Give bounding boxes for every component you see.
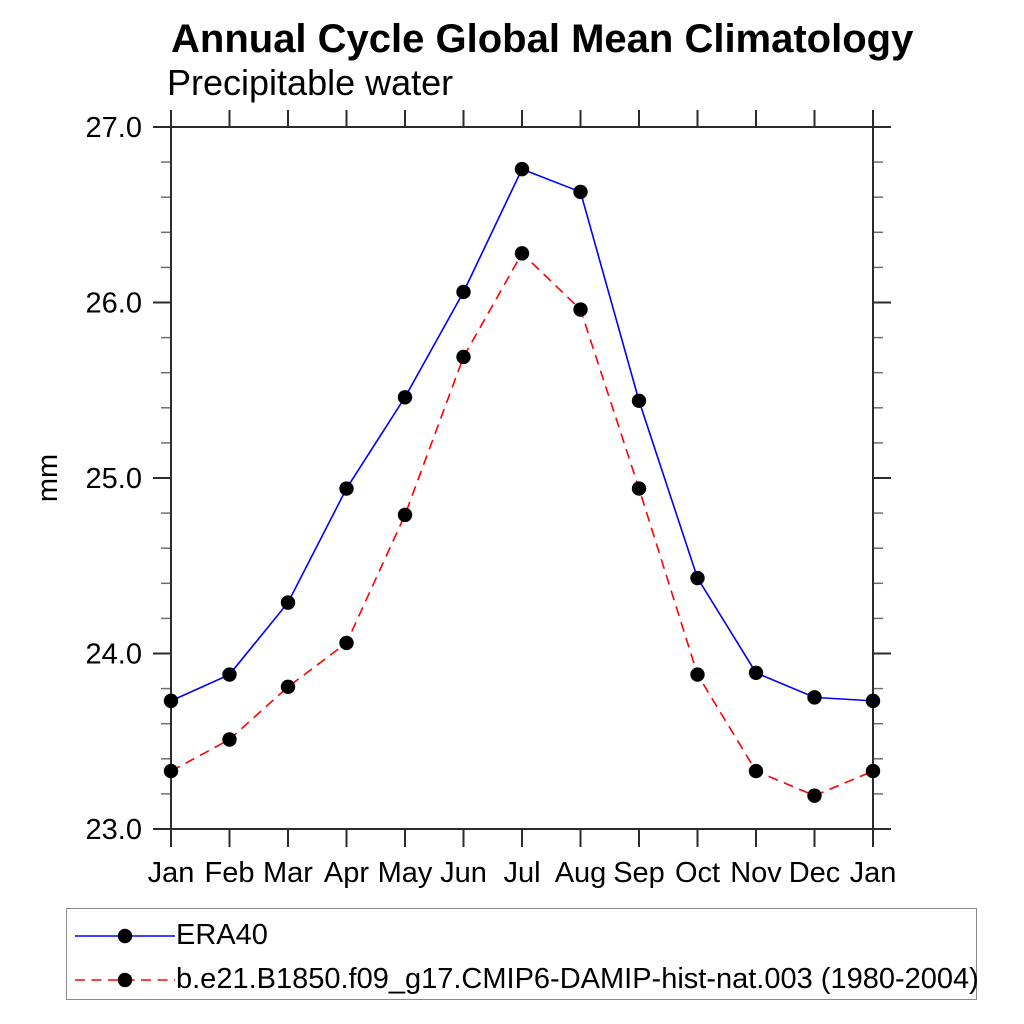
data-point-s0-4 [397, 390, 413, 405]
data-point-s0-10 [748, 665, 764, 681]
x-tick-label: Aug [555, 857, 607, 889]
x-tick-label: Jan [850, 857, 897, 889]
data-point-s0-2 [280, 595, 296, 610]
data-point-s1-10 [748, 763, 764, 779]
x-tick-label: Apr [324, 857, 369, 889]
legend-solid-line-sample [75, 928, 175, 944]
plot-frame [170, 126, 874, 830]
legend-marker-dot [117, 928, 133, 944]
x-tick-label: May [378, 857, 433, 889]
legend: ERA40 b.e21.B1850.f09_g17.CMIP6-DAMIP-hi… [66, 908, 979, 1000]
data-point-s1-0 [163, 763, 179, 779]
data-point-s1-4 [397, 507, 413, 523]
data-point-s0-9 [690, 570, 705, 586]
legend-item-era40: ERA40 [67, 917, 976, 961]
x-tick-label: Jul [503, 857, 540, 889]
x-tick-label: Mar [263, 857, 313, 889]
x-tick-label: Dec [789, 857, 841, 889]
data-point-s1-5 [456, 349, 471, 365]
data-point-s0-8 [631, 393, 647, 408]
data-point-s1-8 [631, 481, 647, 496]
data-point-s0-12 [865, 693, 881, 709]
legend-label-model: b.e21.B1850.f09_g17.CMIP6-DAMIP-hist-nat… [176, 963, 979, 995]
y-tick-label: 23.0 [86, 814, 142, 846]
chart-subtitle: Precipitable water [167, 62, 454, 103]
data-point-s0-3 [339, 481, 354, 496]
y-tick-label: 26.0 [86, 288, 142, 320]
data-point-s0-11 [807, 690, 822, 705]
y-tick-label: 24.0 [86, 639, 142, 671]
data-point-s0-7 [573, 184, 588, 200]
data-point-s1-2 [280, 679, 296, 695]
legend-dashed-line-sample [75, 972, 175, 988]
data-point-s0-5 [456, 284, 471, 300]
x-tick-label: Oct [675, 857, 720, 889]
x-tick-label: Jun [440, 857, 487, 889]
x-tick-label: Nov [730, 857, 782, 889]
y-tick-label: 27.0 [86, 112, 142, 144]
data-point-s0-0 [163, 693, 179, 709]
data-point-s1-3 [339, 635, 354, 651]
data-point-s0-1 [222, 667, 237, 682]
data-point-s1-12 [865, 763, 881, 779]
x-tick-label: Feb [205, 857, 255, 889]
data-point-s1-11 [807, 788, 822, 803]
data-point-s1-6 [514, 246, 530, 261]
legend-label-era40: ERA40 [176, 919, 268, 951]
chart-title: Annual Cycle Global Mean Climatology [171, 17, 914, 61]
series-line-1 [170, 252, 874, 797]
legend-item-model: b.e21.B1850.f09_g17.CMIP6-DAMIP-hist-nat… [67, 961, 979, 1005]
x-tick-label: Jan [148, 857, 195, 889]
data-point-s1-1 [222, 732, 237, 747]
data-point-s0-6 [514, 161, 530, 177]
data-point-s1-7 [573, 302, 588, 317]
data-point-s1-9 [690, 667, 705, 682]
legend-marker-dot [117, 972, 133, 988]
y-tick-label: 25.0 [86, 463, 142, 495]
x-tick-label: Sep [613, 857, 665, 889]
